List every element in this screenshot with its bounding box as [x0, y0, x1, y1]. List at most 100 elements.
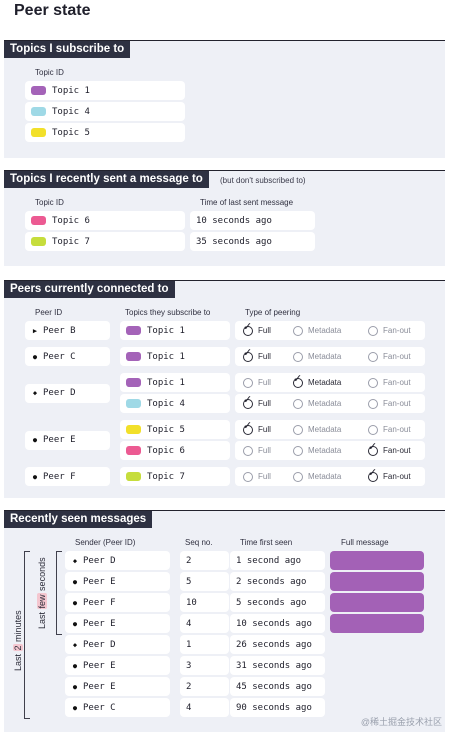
- last-minutes-post: minutes: [13, 610, 23, 642]
- page-title: Peer state: [14, 2, 91, 19]
- peer-marker-icon: ●: [72, 577, 78, 586]
- radio-button-icon[interactable]: [293, 424, 303, 435]
- radio-button-icon[interactable]: [368, 325, 378, 336]
- sent-topic-card: Topic 7: [25, 232, 185, 251]
- peering-option-full[interactable]: Full: [243, 373, 271, 392]
- radio-button-icon[interactable]: ✓: [368, 467, 378, 482]
- last-minutes-label: Last 2 minutes: [13, 610, 23, 671]
- radio-button-icon[interactable]: ✓: [243, 347, 253, 362]
- peer-card: ● Peer C: [25, 347, 110, 366]
- topic-label: Topic 4: [52, 106, 90, 117]
- peering-option-fan-out[interactable]: Fan-out: [368, 394, 411, 413]
- last-minutes-num: 2: [13, 644, 23, 652]
- peering-option-full[interactable]: ✓ Full: [243, 420, 271, 439]
- peering-option-label: Full: [258, 378, 271, 387]
- peering-option-fan-out[interactable]: ✓ Fan-out: [368, 467, 411, 486]
- message-seq-value: 3: [186, 660, 192, 671]
- message-time-value: 31 seconds ago: [236, 660, 312, 671]
- message-seq-value: 1: [186, 639, 192, 650]
- peering-option-label: Fan-out: [383, 326, 411, 335]
- messages-seq-header: Seq no.: [185, 538, 213, 547]
- peer-topic-card: Topic 1: [120, 373, 230, 392]
- sent-note: (but don't subscribed to): [220, 176, 306, 185]
- peer-marker-icon: ●: [72, 703, 78, 712]
- peering-option-full[interactable]: ✓ Full: [243, 347, 271, 366]
- topic-color-swatch: [126, 425, 141, 434]
- peering-option-full[interactable]: Full: [243, 441, 271, 460]
- peering-option-fan-out[interactable]: Fan-out: [368, 373, 411, 392]
- peer-card: ◆ Peer D: [25, 383, 110, 403]
- radio-button-icon[interactable]: [293, 351, 303, 362]
- subscribed-section: Topics I subscribe to Topic ID Topic 1 To…: [4, 40, 445, 158]
- peering-option-full[interactable]: ✓ Full: [243, 321, 271, 340]
- radio-button-icon[interactable]: [243, 377, 253, 388]
- peering-option-metadata[interactable]: Metadata: [293, 321, 341, 340]
- radio-button-icon[interactable]: [243, 445, 253, 456]
- peering-type-card: ✓ Full Metadata Fan-out: [235, 347, 425, 366]
- last-seconds-pre: Last: [37, 611, 47, 629]
- radio-button-icon[interactable]: ✓: [243, 321, 253, 336]
- peer-topic-card: Topic 1: [120, 347, 230, 366]
- peering-option-label: Metadata: [308, 399, 342, 408]
- message-seq-value: 4: [186, 618, 192, 629]
- radio-button-icon[interactable]: [368, 424, 378, 435]
- peering-type-card: ✓ Full Metadata Fan-out: [235, 420, 425, 439]
- topic-label: Topic 4: [147, 398, 185, 409]
- peering-option-full[interactable]: Full: [243, 467, 271, 486]
- radio-button-icon[interactable]: [243, 471, 253, 482]
- radio-button-icon[interactable]: ✓: [243, 394, 253, 409]
- message-seq-value: 5: [186, 576, 192, 587]
- check-icon: ✓: [368, 466, 378, 479]
- peers-section: Peers currently connected to Peer ID Top…: [4, 280, 445, 498]
- peer-label: Peer F: [43, 471, 76, 482]
- check-icon: ✓: [243, 346, 253, 359]
- peering-option-label: Full: [258, 446, 271, 455]
- peering-option-metadata[interactable]: Metadata: [293, 420, 341, 439]
- message-seq-card: 5: [180, 572, 229, 591]
- message-time-value: 2 seconds ago: [236, 576, 307, 587]
- sent-title: Topics I recently sent a message to: [4, 171, 209, 188]
- peering-option-metadata[interactable]: Metadata: [293, 467, 341, 486]
- full-message-block: [330, 614, 424, 633]
- peering-option-fan-out[interactable]: Fan-out: [368, 347, 411, 366]
- message-time-value: 90 seconds ago: [236, 702, 312, 713]
- radio-button-icon[interactable]: [293, 398, 303, 409]
- radio-button-icon[interactable]: ✓: [293, 373, 303, 388]
- topic-label: Topic 1: [147, 377, 185, 388]
- radio-button-icon[interactable]: ✓: [243, 420, 253, 435]
- topic-color-swatch: [31, 237, 46, 246]
- peering-option-metadata[interactable]: ✓ Metadata: [293, 373, 341, 392]
- peer-topic-card: Topic 4: [120, 394, 230, 413]
- peering-option-label: Fan-out: [383, 399, 411, 408]
- topic-color-swatch: [31, 128, 46, 137]
- peering-option-fan-out[interactable]: Fan-out: [368, 420, 411, 439]
- topic-label: Topic 5: [147, 424, 185, 435]
- peer-label: Peer D: [43, 388, 76, 398]
- message-sender-card: ● Peer E: [65, 677, 170, 696]
- sent-time-value: 10 seconds ago: [196, 215, 272, 226]
- radio-button-icon[interactable]: [368, 398, 378, 409]
- radio-button-icon[interactable]: [293, 325, 303, 336]
- topic-label: Topic 1: [147, 325, 185, 336]
- check-icon: ✓: [243, 419, 253, 432]
- radio-button-icon[interactable]: [293, 471, 303, 482]
- peering-option-metadata[interactable]: Metadata: [293, 441, 341, 460]
- radio-button-icon[interactable]: ✓: [368, 441, 378, 456]
- peering-option-metadata[interactable]: Metadata: [293, 347, 341, 366]
- peering-option-metadata[interactable]: Metadata: [293, 394, 341, 413]
- radio-button-icon[interactable]: [368, 351, 378, 362]
- peering-option-fan-out[interactable]: Fan-out: [368, 321, 411, 340]
- message-seq-card: 2: [180, 677, 229, 696]
- message-time-card: 2 seconds ago: [230, 572, 325, 591]
- message-time-card: 45 seconds ago: [230, 677, 325, 696]
- message-time-value: 10 seconds ago: [236, 618, 312, 629]
- watermark: @稀土掘金技术社区: [360, 717, 442, 727]
- peering-option-fan-out[interactable]: ✓ Fan-out: [368, 441, 411, 460]
- peering-option-full[interactable]: ✓ Full: [243, 394, 271, 413]
- radio-button-icon[interactable]: [293, 445, 303, 456]
- sent-time-card: 10 seconds ago: [190, 211, 315, 230]
- peering-type-card: Full ✓ Metadata Fan-out: [235, 373, 425, 392]
- radio-button-icon[interactable]: [368, 377, 378, 388]
- peer-label: Peer D: [83, 639, 116, 650]
- peering-option-label: Metadata: [308, 425, 342, 434]
